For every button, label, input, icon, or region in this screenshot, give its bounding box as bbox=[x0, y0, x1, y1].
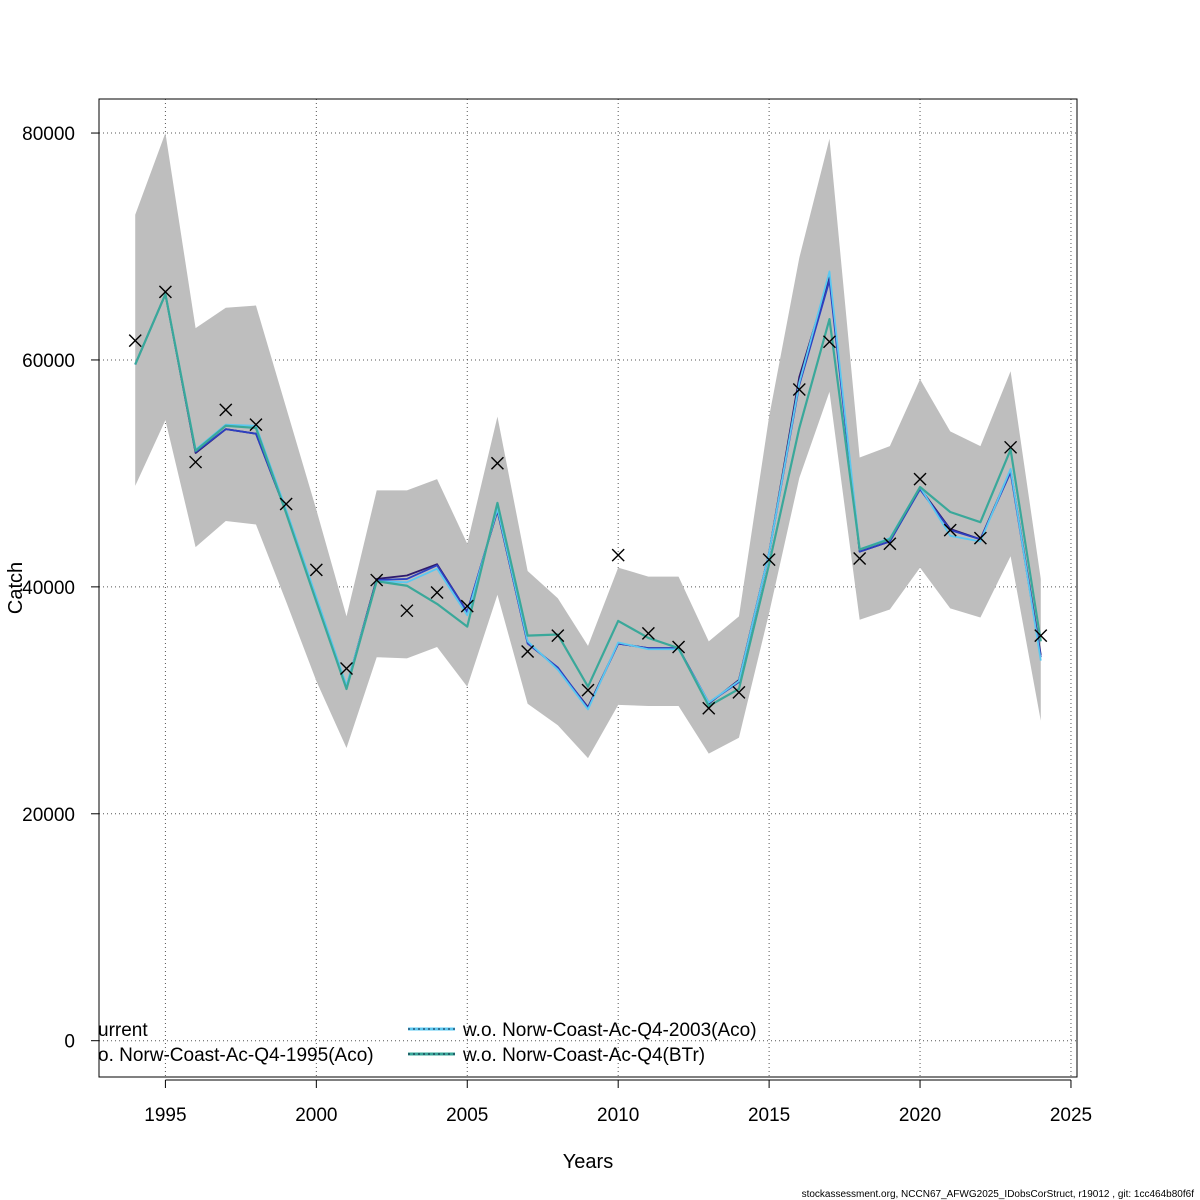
x-tick-label-2000: 2000 bbox=[295, 1105, 337, 1126]
x-tick-label-2020: 2020 bbox=[899, 1105, 941, 1126]
observed-point-2009 bbox=[581, 683, 595, 697]
y-tick-label-20000: 20000 bbox=[22, 805, 75, 826]
legend-item-3: w.o. Norw-Coast-Ac-Q4-2003(Aco) bbox=[408, 1020, 757, 1041]
legend-item-2: o. Norw-Coast-Ac-Q4-1995(Aco) bbox=[98, 1045, 374, 1066]
x-tick-label-2025: 2025 bbox=[1050, 1105, 1092, 1126]
y-axis: 0 20000 40000 60000 80000 bbox=[22, 124, 99, 1053]
y-tick-label-80000: 80000 bbox=[22, 124, 75, 145]
legend-item-4: w.o. Norw-Coast-Ac-Q4(BTr) bbox=[408, 1045, 705, 1066]
x-tick-label-2010: 2010 bbox=[597, 1105, 639, 1126]
observed-point-2002 bbox=[370, 573, 384, 587]
observed-points-layer bbox=[128, 285, 1048, 715]
x-axis: 1995 2000 2005 2010 2015 2020 2025 bbox=[144, 1079, 1092, 1126]
observed-point-1999 bbox=[279, 497, 293, 511]
legend-label-4: w.o. Norw-Coast-Ac-Q4(BTr) bbox=[462, 1045, 705, 1066]
observed-point-1994 bbox=[128, 334, 142, 348]
observed-point-2003 bbox=[400, 604, 414, 618]
plot-frame bbox=[98, 98, 1078, 1078]
footer-credit: stockassessment.org, NCCN67_AFWG2025_IDo… bbox=[802, 1189, 1195, 1200]
observed-point-2012 bbox=[672, 640, 686, 654]
y-axis-title: Catch bbox=[5, 562, 27, 614]
observed-point-2007 bbox=[521, 645, 535, 659]
observed-point-2016 bbox=[792, 382, 806, 396]
observed-point-2000 bbox=[309, 563, 323, 577]
observed-point-2019 bbox=[883, 537, 897, 551]
observed-point-2020 bbox=[913, 472, 927, 486]
observed-point-2008 bbox=[551, 629, 565, 643]
confidence-band bbox=[135, 133, 1041, 759]
observed-point-2015 bbox=[762, 553, 776, 567]
observed-point-2004 bbox=[430, 586, 444, 600]
confidence-band-layer bbox=[135, 133, 1041, 759]
y-tick-label-0: 0 bbox=[64, 1032, 75, 1053]
legend-label-1: urrent bbox=[98, 1020, 148, 1041]
legend-label-3: w.o. Norw-Coast-Ac-Q4-2003(Aco) bbox=[462, 1020, 757, 1041]
observed-point-2001 bbox=[340, 662, 354, 676]
observed-point-2017 bbox=[822, 335, 836, 349]
observed-point-2018 bbox=[853, 552, 867, 565]
observed-point-2021 bbox=[943, 523, 957, 537]
series-layer bbox=[134, 270, 1042, 711]
observed-point-1995 bbox=[158, 285, 172, 299]
observed-point-2024 bbox=[1034, 629, 1048, 643]
y-tick-label-40000: 40000 bbox=[22, 578, 75, 599]
observed-point-2011 bbox=[641, 626, 655, 640]
x-axis-title: Years bbox=[563, 1151, 613, 1173]
observed-point-1998 bbox=[249, 418, 263, 432]
observed-point-2006 bbox=[490, 456, 504, 470]
observed-point-2005 bbox=[460, 599, 474, 613]
series-line-4 bbox=[134, 293, 1042, 708]
y-tick-label-60000: 60000 bbox=[22, 351, 75, 372]
observed-point-2023 bbox=[1004, 440, 1018, 454]
observed-point-2013 bbox=[702, 701, 716, 715]
observed-point-1997 bbox=[219, 403, 233, 417]
x-tick-label-2015: 2015 bbox=[748, 1105, 790, 1126]
legend-item-1: urrent bbox=[98, 1020, 148, 1041]
observed-point-2010 bbox=[611, 548, 625, 562]
observed-point-2014 bbox=[732, 685, 746, 699]
legend-label-2: o. Norw-Coast-Ac-Q4-1995(Aco) bbox=[98, 1045, 374, 1066]
x-tick-label-1995: 1995 bbox=[144, 1105, 186, 1126]
observed-point-1996 bbox=[189, 455, 203, 469]
x-tick-label-2005: 2005 bbox=[446, 1105, 488, 1126]
observed-point-2022 bbox=[973, 531, 987, 545]
legend: urrent o. Norw-Coast-Ac-Q4-1995(Aco) w.o. … bbox=[98, 1020, 757, 1066]
